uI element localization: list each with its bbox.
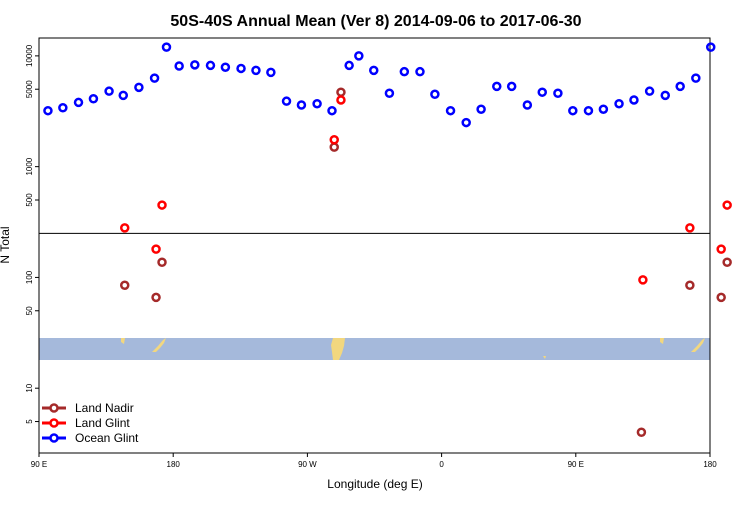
y-tick-label: 100: [25, 270, 34, 284]
ocean-glint-point: [104, 86, 114, 96]
x-tick-label: 0: [439, 460, 444, 469]
ocean-glint-point: [161, 42, 172, 52]
map-strip: [39, 338, 710, 360]
ocean-glint-point: [312, 98, 322, 109]
legend-label-ocean-glint: Ocean Glint: [75, 431, 139, 445]
land-nadir-point: [722, 257, 732, 268]
ocean-glint-point: [149, 73, 160, 83]
legend-marker-ocean-glint: [49, 433, 59, 443]
ocean-glint-point: [461, 117, 471, 128]
y-tick-label: 50: [25, 306, 34, 315]
land-glint-point: [685, 223, 695, 233]
ocean-glint-point: [568, 105, 578, 116]
ocean-glint-point: [644, 86, 655, 96]
land-glint-point: [119, 223, 130, 233]
legend-marker-land-glint: [49, 418, 59, 428]
ocean-glint-point: [445, 105, 456, 116]
land-glint-point: [716, 244, 726, 254]
land-nadir-point: [636, 427, 647, 438]
ocean-glint-point: [296, 100, 307, 110]
ocean-glint-point: [88, 94, 99, 104]
y-tick-label: 5000: [25, 80, 34, 98]
land-new-zealand-south-repeat: [691, 338, 705, 352]
ocean-glint-point: [118, 90, 128, 101]
land-glint-point: [329, 134, 339, 145]
land-new-zealand-north: [121, 338, 125, 344]
land-glint-point: [722, 200, 732, 210]
y-tick-label: 1000: [25, 157, 34, 175]
y-axis-label: N Total: [0, 226, 12, 263]
plot-frame: [38, 37, 711, 454]
land-nadir-point: [716, 292, 726, 303]
ocean-glint-point: [583, 105, 594, 116]
x-axis: 90 E 180 90 W 0 90 E 180: [31, 453, 717, 469]
ocean-glint-point: [415, 66, 425, 77]
ocean-glint-point: [266, 67, 276, 78]
ocean-glint-point: [506, 81, 517, 92]
ocean-glint-point: [614, 98, 624, 109]
x-tick-label: 90 W: [298, 460, 317, 469]
land-glint-point: [157, 200, 167, 210]
x-tick-label: 180: [167, 460, 181, 469]
land-glint-point: [151, 244, 161, 254]
ocean-glint-point: [492, 81, 502, 92]
ocean-glint-point: [691, 73, 701, 83]
ocean-glint-point: [553, 88, 563, 98]
x-tick-label: 180: [703, 460, 717, 469]
land-glint-point: [638, 275, 648, 285]
ocean-glint-point: [43, 105, 53, 116]
land-nadir-point: [157, 257, 167, 268]
ocean-glint-point: [705, 42, 716, 52]
ocean-glint-point: [369, 65, 379, 76]
ocean-glint-point: [236, 63, 246, 74]
ocean-glint-point: [190, 60, 200, 70]
ocean-glint-point: [281, 96, 292, 106]
ocean-glint-point: [537, 87, 547, 97]
legend-label-land-nadir: Land Nadir: [75, 401, 134, 415]
ocean-glint-point: [660, 90, 671, 101]
y-tick-label: 10000: [25, 44, 34, 67]
land-new-zealand-north-repeat: [660, 338, 664, 344]
x-axis-label: Longitude (deg E): [327, 477, 422, 491]
ocean-glint-point: [134, 82, 144, 93]
ocean-glint-point: [522, 100, 533, 110]
land-nadir-point: [685, 280, 695, 290]
land-nadir-point: [119, 280, 130, 290]
land-south-america: [331, 338, 345, 360]
ocean-glint-point: [327, 105, 337, 116]
y-axis: 5 10 50 100 500 1000 5000 10000: [25, 44, 39, 424]
y-tick-label: 5: [25, 419, 34, 424]
ocean-glint-point: [354, 51, 364, 61]
land-glint-point: [336, 95, 346, 105]
legend-label-land-glint: Land Glint: [75, 416, 130, 430]
chart-title: 50S-40S Annual Mean (Ver 8) 2014-09-06 t…: [170, 13, 581, 30]
ocean-glint-point: [629, 95, 639, 105]
ocean-glint-point: [251, 65, 261, 76]
legend-marker-land-nadir: [49, 403, 59, 413]
x-tick-label: 90 E: [568, 460, 584, 469]
ocean-glint-point: [476, 104, 486, 114]
ocean-glint-point: [598, 104, 609, 114]
ocean-glint-point: [73, 97, 84, 108]
data-points: [43, 42, 732, 438]
y-tick-label: 10: [25, 383, 34, 392]
land-new-zealand-south: [152, 338, 166, 352]
land-nadir-point: [151, 292, 161, 303]
map-ocean-band: [39, 338, 710, 360]
ocean-glint-point: [430, 89, 440, 100]
ocean-glint-point: [675, 81, 685, 92]
ocean-glint-point: [344, 60, 354, 71]
ocean-glint-point: [58, 103, 68, 113]
ocean-glint-point: [174, 61, 184, 71]
ocean-glint-point: [205, 60, 216, 71]
ocean-glint-point: [399, 66, 410, 77]
ocean-glint-point: [384, 88, 395, 98]
y-tick-label: 500: [25, 193, 34, 207]
x-tick-label: 90 E: [31, 460, 47, 469]
ocean-glint-point: [220, 62, 231, 72]
land-small-island: [543, 356, 546, 359]
